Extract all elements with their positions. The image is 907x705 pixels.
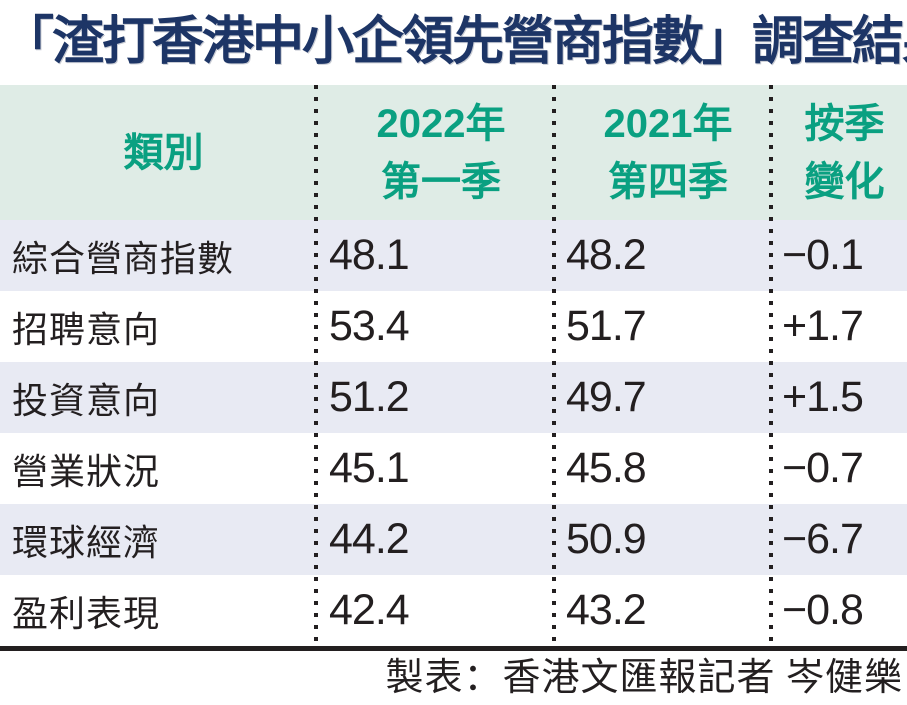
row-category-label: 環球經濟 [12,521,161,563]
results-table: 類別 2022年 第一季 2021年 第四季 按季 變化 綜合營商指數 48.1… [0,85,907,651]
page-title: 「渣打香港中小企領先營商指數」調查結果 [2,14,907,71]
cell-q1-2022: 42.4 [329,586,410,634]
cell-qoq-change: −0.7 [782,444,864,492]
table-row: 綜合營商指數 48.1 48.2 −0.1 [0,220,907,291]
cell-qoq-change: −0.1 [782,231,864,279]
row-category-label: 營業狀況 [12,450,161,492]
header-cell-2021q4: 2021年 第四季 [553,85,770,220]
header-cell-category: 類別 [0,85,315,220]
header-category-label: 類別 [123,130,204,175]
table-row: 營業狀況 45.1 45.8 −0.7 [0,433,907,504]
cell-q1-2022: 45.1 [329,444,410,492]
header-2021q4-line1: 2021年 [603,101,733,146]
column-separator-dotted [552,85,556,646]
row-category-label: 綜合營商指數 [12,237,235,279]
header-2022q1-line1: 2022年 [376,101,506,146]
column-separator-dotted [314,85,318,646]
table-row: 投資意向 51.2 49.7 +1.5 [0,362,907,433]
table-header-row: 類別 2022年 第一季 2021年 第四季 按季 變化 [0,85,907,220]
cell-q4-2021: 48.2 [566,231,647,279]
cell-q4-2021: 50.9 [566,515,647,563]
row-category-label: 招聘意向 [12,308,161,350]
row-category-label: 盈利表現 [12,592,161,634]
cell-q4-2021: 45.8 [566,444,647,492]
column-separator-dotted [769,85,773,646]
header-cell-2022q1: 2022年 第一季 [315,85,553,220]
cell-qoq-change: −0.8 [782,586,864,634]
cell-q1-2022: 53.4 [329,302,410,350]
cell-qoq-change: +1.7 [782,302,864,350]
header-2022q1-line2: 第一季 [381,159,501,204]
header-cell-change: 按季 變化 [770,85,907,220]
cell-q1-2022: 44.2 [329,515,410,563]
table-row: 環球經濟 44.2 50.9 −6.7 [0,504,907,575]
cell-q1-2022: 48.1 [329,231,410,279]
cell-q4-2021: 43.2 [566,586,647,634]
header-2021q4-line2: 第四季 [608,159,728,204]
table-row: 盈利表現 42.4 43.2 −0.8 [0,575,907,646]
row-category-label: 投資意向 [12,379,161,421]
table-row: 招聘意向 53.4 51.7 +1.7 [0,291,907,362]
cell-q4-2021: 49.7 [566,373,647,421]
cell-qoq-change: +1.5 [782,373,864,421]
credit-line: 製表：香港文匯報記者 岑健樂 [385,657,903,699]
header-change-line1: 按季 [804,101,885,146]
header-change-line2: 變化 [804,159,885,204]
cell-q1-2022: 51.2 [329,373,410,421]
cell-qoq-change: −6.7 [782,515,864,563]
cell-q4-2021: 51.7 [566,302,647,350]
